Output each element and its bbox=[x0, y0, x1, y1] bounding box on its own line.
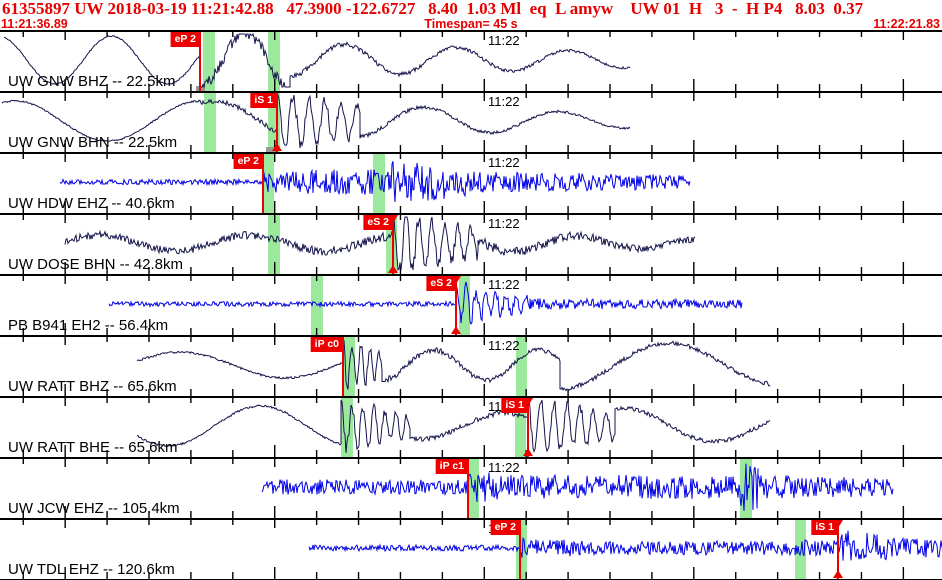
pick-line[interactable] bbox=[342, 337, 344, 396]
pick-triangle-top[interactable] bbox=[388, 215, 398, 223]
waveform-plot[interactable] bbox=[0, 154, 942, 213]
pick-flag[interactable]: iP c1 bbox=[435, 459, 468, 474]
pick-flag[interactable]: eS 2 bbox=[426, 276, 456, 291]
minute-label: 11:22 bbox=[488, 33, 520, 48]
waveform-trace bbox=[59, 161, 691, 203]
waveform-trace bbox=[136, 340, 771, 392]
waveform-trace bbox=[3, 32, 631, 89]
minute-label: 11:22 bbox=[488, 338, 520, 353]
trace-label: UW RATT BHE -- 65.6km bbox=[8, 439, 178, 456]
pick-flag[interactable]: iP c0 bbox=[310, 337, 343, 352]
pick-flag[interactable]: eP 2 bbox=[490, 520, 520, 535]
trace-area[interactable]: 11:22 eP 2 UW GNW BHZ -- 22.5km 11:22 iS 1 UW… bbox=[0, 30, 942, 580]
tick-marks bbox=[22, 520, 905, 579]
minute-label: 11:22 bbox=[488, 216, 520, 231]
trace-label: UW JCW EHZ -- 105.4km bbox=[8, 500, 180, 517]
pick-triangle-bottom[interactable] bbox=[451, 326, 461, 334]
pick-line[interactable] bbox=[392, 215, 394, 274]
waveform-plot[interactable] bbox=[0, 32, 942, 91]
pick-line[interactable] bbox=[837, 520, 839, 579]
trace-label: UW DOSE BHN -- 42.8km bbox=[8, 256, 184, 273]
pick-triangle-bottom[interactable] bbox=[523, 448, 533, 456]
waveform-trace bbox=[308, 530, 942, 561]
pick-line[interactable] bbox=[276, 93, 278, 152]
pick-flag[interactable]: eS 2 bbox=[363, 215, 393, 230]
waveform-plot[interactable] bbox=[0, 215, 942, 274]
trace-label: UW GNW BHZ -- 22.5km bbox=[8, 73, 176, 90]
waveform-trace bbox=[261, 463, 894, 511]
pick-triangle-bottom[interactable] bbox=[388, 265, 398, 273]
trace-row-uw-jcw-ehz[interactable]: 11:22 iP c1 UW JCW EHZ -- 105.4km bbox=[0, 459, 942, 520]
tick-marks bbox=[22, 215, 905, 274]
trace-label: PB B941 EH2 -- 56.4km bbox=[8, 317, 169, 334]
waveform-trace bbox=[1, 94, 631, 149]
pick-flag[interactable]: iS 1 bbox=[250, 93, 277, 108]
trace-row-uw-ratt-bhz[interactable]: 11:22 iP c0 UW RATT BHZ -- 65.6km bbox=[0, 337, 942, 398]
pick-line[interactable] bbox=[455, 276, 457, 335]
waveform-trace bbox=[64, 215, 696, 272]
trace-label: UW HDW EHZ -- 40.6km bbox=[8, 195, 175, 212]
pick-triangle-top[interactable] bbox=[451, 276, 461, 284]
highlight-band bbox=[386, 215, 397, 274]
trace-row-uw-gnw-bhn[interactable]: 11:22 iS 1 UW GNW BHN -- 22.5km bbox=[0, 93, 942, 154]
minute-label: 11:22 bbox=[488, 155, 520, 170]
waveform-plot[interactable] bbox=[0, 337, 942, 396]
pick-flag[interactable]: eP 2 bbox=[233, 154, 263, 169]
pick-residual-mark bbox=[266, 147, 275, 152]
waveform-trace bbox=[136, 399, 771, 454]
tick-marks bbox=[22, 93, 905, 152]
minute-label: 11:22 bbox=[488, 460, 520, 475]
trace-label: UW RATT BHZ -- 65.6km bbox=[8, 378, 177, 395]
trace-row-uw-gnw-bhz[interactable]: 11:22 eP 2 UW GNW BHZ -- 22.5km bbox=[0, 32, 942, 93]
minute-label: 11:22 bbox=[488, 94, 520, 109]
tick-marks bbox=[22, 154, 905, 213]
trace-row-uw-dose-bhn[interactable]: 11:22 eS 2 UW DOSE BHN -- 42.8km bbox=[0, 215, 942, 276]
pick-line[interactable] bbox=[262, 154, 264, 213]
event-summary-line: 61355897 UW 2018-03-19 11:21:42.88 47.39… bbox=[2, 0, 864, 18]
pick-flag[interactable]: eP 2 bbox=[170, 32, 200, 47]
pick-triangle-top[interactable] bbox=[833, 520, 843, 528]
waveform-plot[interactable] bbox=[0, 459, 942, 518]
pick-triangle-bottom[interactable] bbox=[272, 143, 282, 151]
tick-marks bbox=[22, 459, 905, 518]
trace-row-uw-hdw-ehz[interactable]: 11:22 eP 2 UW HDW EHZ -- 40.6km bbox=[0, 154, 942, 215]
pick-line[interactable] bbox=[467, 459, 469, 518]
pick-line[interactable] bbox=[199, 32, 201, 91]
highlight-band bbox=[204, 93, 216, 152]
highlight-band bbox=[795, 520, 806, 579]
window-start-time: 11:21:36.89 bbox=[1, 17, 68, 31]
pick-line[interactable] bbox=[519, 520, 521, 579]
trace-row-pb-b941-eh2[interactable]: 11:22 eS 2 PB B941 EH2 -- 56.4km bbox=[0, 276, 942, 337]
highlight-band bbox=[516, 520, 527, 579]
highlight-band bbox=[516, 337, 527, 396]
highlight-band bbox=[203, 32, 215, 91]
highlight-band bbox=[515, 398, 526, 457]
pick-flag[interactable]: iS 1 bbox=[501, 398, 528, 413]
pick-triangle-bottom[interactable] bbox=[833, 570, 843, 578]
highlight-band bbox=[740, 459, 752, 518]
time-ruler-header: 11:21:36.89 Timespan= 45 s 11:22:21.83 bbox=[0, 17, 942, 31]
pick-triangle-top[interactable] bbox=[523, 398, 533, 406]
trace-label: UW GNW BHN -- 22.5km bbox=[8, 134, 178, 151]
tick-marks bbox=[22, 337, 905, 396]
highlight-band bbox=[459, 276, 470, 335]
pick-line[interactable] bbox=[527, 398, 529, 457]
timespan-label: Timespan= 45 s bbox=[424, 17, 518, 31]
highlight-band bbox=[373, 154, 385, 213]
pick-flag[interactable]: iS 1 bbox=[811, 520, 838, 535]
highlight-band bbox=[268, 32, 280, 91]
waveform-trace bbox=[108, 281, 743, 325]
window-end-time: 11:22:21.83 bbox=[873, 17, 940, 31]
highlight-band bbox=[268, 215, 280, 274]
trace-label: UW TDL EHZ -- 120.6km bbox=[8, 561, 175, 578]
minute-label: 11:22 bbox=[488, 277, 520, 292]
